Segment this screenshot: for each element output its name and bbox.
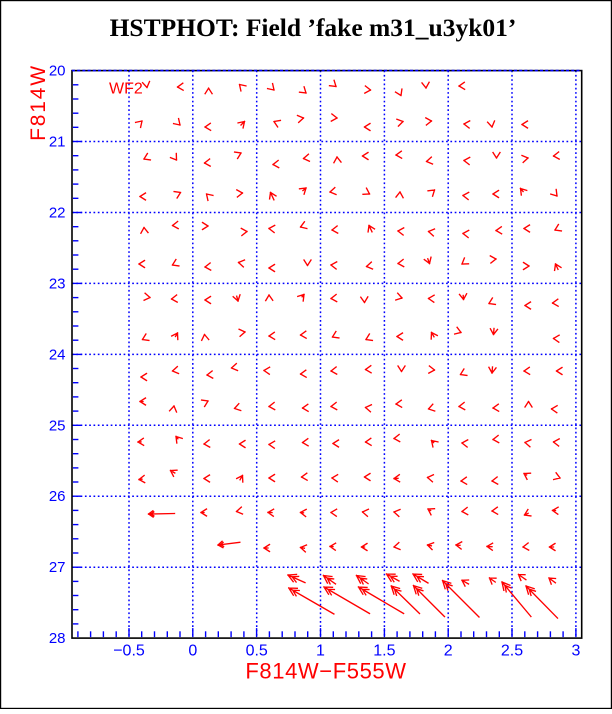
svg-text:F814W: F814W	[27, 64, 50, 141]
svg-text:3: 3	[571, 643, 580, 660]
svg-text:27: 27	[49, 559, 66, 576]
svg-text:1.5: 1.5	[373, 643, 395, 660]
svg-text:WF2: WF2	[109, 81, 143, 98]
svg-text:20: 20	[49, 63, 66, 80]
svg-text:1: 1	[316, 643, 325, 660]
svg-text:HSTPHOT: Field ’fake m31_u3yk0: HSTPHOT: Field ’fake m31_u3yk01’	[110, 13, 517, 42]
svg-text:28: 28	[49, 630, 66, 647]
svg-text:23: 23	[49, 275, 66, 292]
svg-text:22: 22	[49, 205, 66, 222]
svg-text:0: 0	[188, 643, 197, 660]
svg-text:0.5: 0.5	[246, 643, 268, 660]
svg-text:26: 26	[49, 488, 66, 505]
svg-text:−0.5: −0.5	[113, 643, 145, 660]
svg-text:2: 2	[444, 643, 453, 660]
svg-text:F814W−F555W: F814W−F555W	[245, 659, 406, 684]
svg-text:21: 21	[49, 134, 66, 151]
svg-text:24: 24	[49, 346, 66, 363]
svg-text:2.5: 2.5	[501, 643, 523, 660]
svg-text:25: 25	[49, 417, 66, 434]
